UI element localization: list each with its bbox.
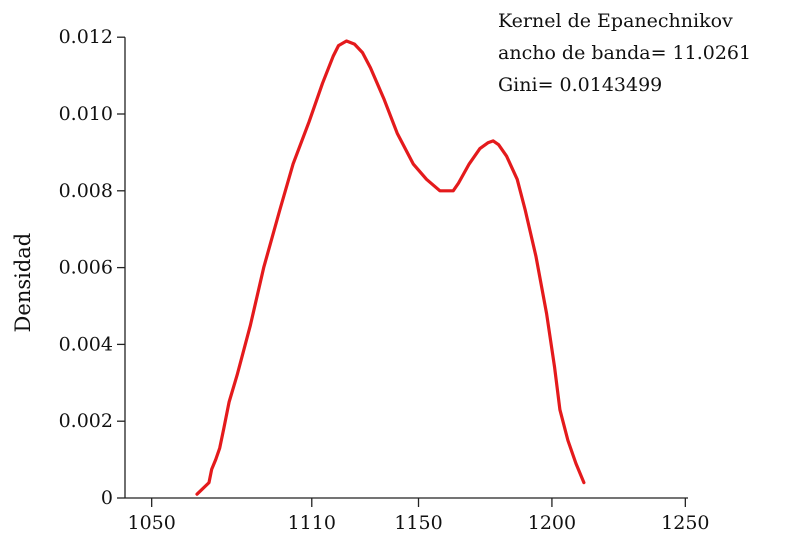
y-tick-label: 0 — [101, 487, 113, 509]
axes — [124, 37, 688, 499]
density-curve — [195, 39, 586, 496]
x-tick-label: 1250 — [661, 512, 709, 534]
y-tick-label: 0.008 — [59, 180, 113, 202]
y-axis-label: Densidad — [11, 233, 35, 333]
y-axis-ticks: 0 0.002 0.004 0.006 0.008 0.010 0.012 — [59, 26, 125, 509]
y-tick-label: 0.010 — [59, 103, 113, 125]
annotations: Kernel de Epanechnikov ancho de banda= 1… — [498, 10, 751, 96]
y-tick-label: 0.012 — [59, 26, 113, 48]
x-tick-label: 1150 — [394, 512, 442, 534]
annotation-bandwidth: ancho de banda= 11.0261 — [498, 42, 751, 64]
annotation-gini: Gini= 0.0143499 — [498, 74, 662, 96]
y-tick-label: 0.002 — [59, 410, 113, 432]
x-axis-ticks: 1050 1110 1150 1200 1250 — [128, 498, 710, 534]
x-tick-label: 1200 — [528, 512, 576, 534]
series-layer — [195, 39, 586, 496]
y-tick-label: 0.006 — [59, 257, 113, 279]
annotation-kernel: Kernel de Epanechnikov — [498, 10, 733, 32]
x-tick-label: 1050 — [128, 512, 176, 534]
x-tick-label: 1110 — [288, 512, 336, 534]
y-tick-label: 0.004 — [59, 333, 113, 355]
